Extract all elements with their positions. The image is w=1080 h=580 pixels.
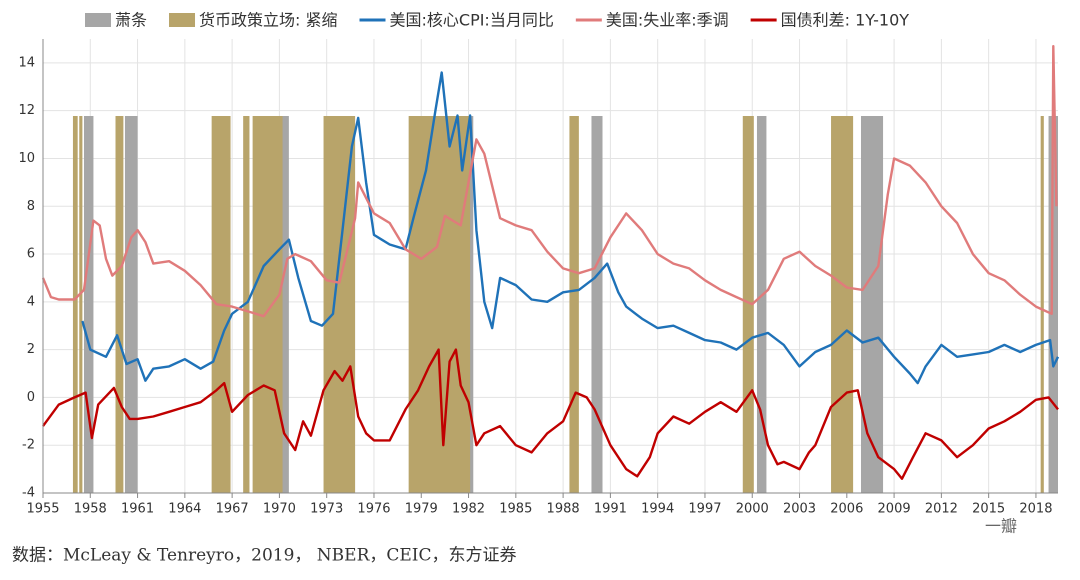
x-tick-label: 1994: [641, 502, 674, 517]
legend-label: 美国:核心CPI:当月同比: [390, 11, 554, 30]
x-tick-label: 2012: [925, 502, 958, 517]
x-tick-label: 1997: [688, 502, 721, 517]
legend-label: 国债利差: 1Y-10Y: [781, 11, 910, 30]
x-tick-label: 2000: [736, 502, 769, 517]
y-tick-label: -4: [22, 486, 35, 501]
axes: -4 -2 0 2 4 6 8 10 12 14 1955 1958 1961 1964 1967 1970 1…: [18, 39, 1058, 517]
legend-label: 萧条: [115, 11, 147, 30]
y-tick-label: 8: [27, 199, 35, 214]
band: [742, 116, 754, 493]
band: [115, 116, 124, 493]
band: [569, 116, 579, 493]
band: [831, 116, 854, 493]
x-tick-label: 1976: [357, 502, 390, 517]
x-tick-label: 1979: [405, 502, 438, 517]
band: [79, 116, 83, 493]
band: [323, 116, 356, 493]
x-tick-label: 1991: [594, 502, 627, 517]
y-tick-label: 0: [27, 390, 35, 405]
x-tick-label: 1988: [547, 502, 580, 517]
band: [1040, 116, 1044, 493]
y-tick-label: 4: [27, 294, 35, 309]
x-tick-label: 1970: [263, 502, 296, 517]
band: [83, 116, 94, 493]
legend-label: 货币政策立场: 紧缩: [199, 11, 337, 30]
x-tick-label: 1964: [168, 502, 201, 517]
band: [124, 116, 138, 493]
legend: 萧条 货币政策立场: 紧缩 美国:核心CPI:当月同比 美国:失业率:季调 国债利差: …: [85, 11, 909, 30]
x-tick-label: 2015: [972, 502, 1005, 517]
legend-swatch: [169, 13, 196, 27]
watermark: 一瓣: [985, 517, 1017, 536]
line: [41, 45, 1058, 318]
line: [81, 71, 1060, 385]
band: [756, 116, 767, 493]
band: [1048, 116, 1058, 493]
x-tick-label: 1958: [74, 502, 107, 517]
x-tick-label: 1967: [216, 502, 249, 517]
x-tick-label: 1985: [499, 502, 532, 517]
band: [860, 116, 884, 493]
x-tick-label: 2006: [830, 502, 863, 517]
x-tick-label: 1961: [121, 502, 154, 517]
band: [591, 116, 603, 493]
y-tick-label: -2: [22, 438, 35, 453]
source-note: 数据：McLeay & Tenreyro，2019， NBER，CEIC，东方证…: [12, 546, 517, 566]
x-tick-label: 2003: [783, 502, 816, 517]
grid: [42, 39, 1058, 494]
y-tick-label: 10: [18, 151, 35, 166]
x-tick-label: 2009: [878, 502, 911, 517]
band: [408, 116, 471, 493]
x-tick-label: 1982: [452, 502, 485, 517]
x-tick-label: 1973: [310, 502, 343, 517]
legend-label: 美国:失业率:季调: [606, 11, 729, 30]
x-tick-label: 1955: [26, 502, 59, 517]
x-tick-label: 2018: [1019, 502, 1052, 517]
y-tick-label: 2: [27, 342, 35, 357]
line: [42, 348, 1059, 480]
band: [72, 116, 78, 493]
lines: [41, 45, 1060, 480]
band: [252, 116, 283, 493]
legend-swatch: [85, 13, 111, 27]
y-tick-label: 6: [27, 247, 35, 262]
y-tick-label: 12: [18, 103, 35, 118]
y-tick-label: 14: [18, 55, 35, 70]
